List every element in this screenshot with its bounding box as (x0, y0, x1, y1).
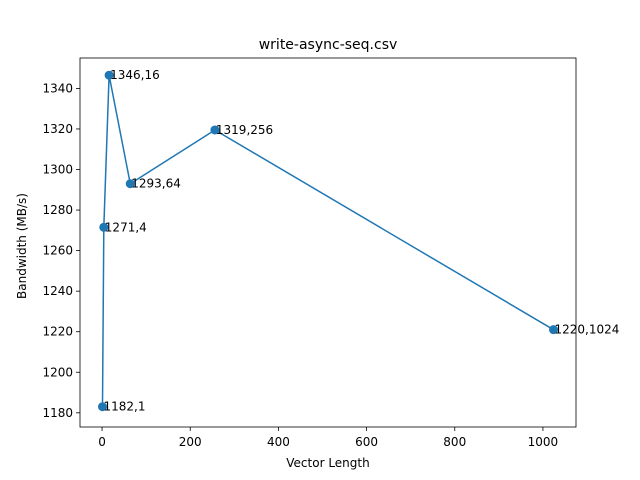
y-tick-label: 1180 (42, 406, 73, 420)
x-tick-label: 0 (98, 435, 106, 449)
data-point (549, 325, 559, 335)
y-tick-label: 1260 (42, 244, 73, 258)
data-point (125, 179, 135, 189)
x-tick-label: 800 (443, 435, 466, 449)
y-tick-label: 1340 (42, 81, 73, 95)
data-label: 1182,1 (103, 400, 145, 414)
y-tick-label: 1240 (42, 284, 73, 298)
data-label: 1220,1024 (555, 323, 620, 337)
x-axis-label: Vector Length (286, 456, 369, 470)
series-line (101, 74, 554, 407)
y-tick-label: 1300 (42, 163, 73, 177)
data-point (210, 125, 220, 135)
data-label: 1319,256 (216, 123, 273, 137)
data-point (104, 70, 114, 80)
x-tick-label: 600 (355, 435, 378, 449)
axes-frame (79, 57, 577, 428)
x-tick-label: 400 (267, 435, 290, 449)
y-tick-label: 1220 (42, 325, 73, 339)
y-tick-label: 1200 (42, 365, 73, 379)
y-tick-label: 1320 (42, 122, 73, 136)
x-tick-label: 1000 (528, 435, 559, 449)
x-tick-label: 200 (179, 435, 202, 449)
data-point (99, 222, 109, 232)
chart-title: write-async-seq.csv (259, 37, 398, 53)
data-label: 1271,4 (105, 220, 147, 234)
y-tick-label: 1280 (42, 203, 73, 217)
data-label: 1346,16 (110, 68, 160, 82)
data-label: 1293,64 (131, 177, 181, 191)
plot-area: 0 200 400 600 800 1000 1180 1200 1220 1240 1260 128… (42, 57, 620, 449)
data-point (97, 402, 107, 412)
y-axis-label: Bandwidth (MB/s) (15, 193, 29, 299)
